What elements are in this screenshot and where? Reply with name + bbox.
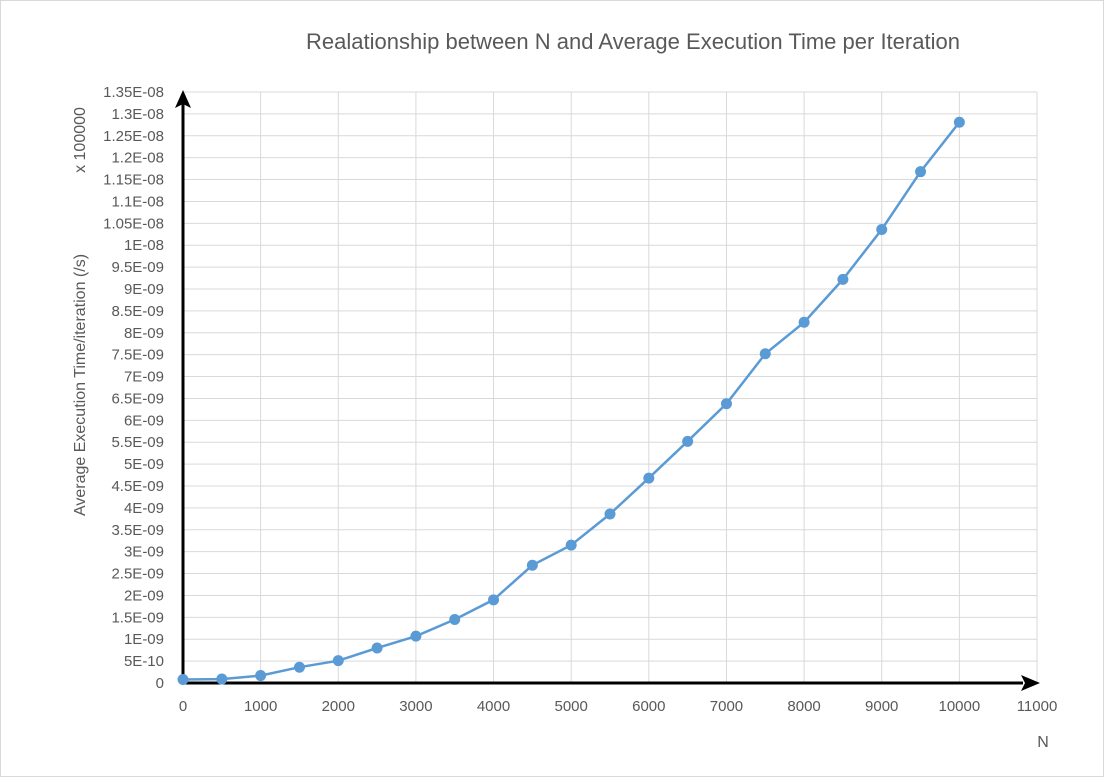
y-tick-label: 3E-09 [124,544,164,561]
data-point [177,673,189,685]
y-axis-label: Average Execution Time/iteration (/s) [72,254,89,516]
x-axis-ticks: 0 1000 2000 3000 4000 5000 6000 7000 8000 9000 100… [179,698,1057,715]
chart-title: Realationship between N and Average Exec… [306,29,960,54]
data-point [293,661,305,673]
x-tick-label: 8000 [787,698,820,715]
y-tick-label: 6E-09 [124,412,164,429]
x-axis-arrow [1021,675,1040,691]
data-point [332,655,344,667]
data-point [798,316,810,328]
data-point [371,642,383,654]
y-tick-label: 9E-09 [124,281,164,298]
x-tick-label: 1000 [244,698,277,715]
data-point [526,559,538,571]
x-tick-label: 4000 [477,698,510,715]
data-point [604,508,616,520]
y-tick-label: 2.5E-09 [111,566,164,583]
y-tick-label: 8.5E-09 [111,303,164,320]
data-point [216,673,228,685]
x-tick-label: 6000 [632,698,665,715]
x-tick-label: 3000 [399,698,432,715]
x-tick-label: 7000 [710,698,743,715]
x-tick-label: 11000 [1017,698,1058,715]
x-tick-label: 10000 [939,698,981,715]
x-axis-label: N [1037,734,1049,751]
data-point [953,116,965,128]
y-tick-label: 5E-10 [124,653,164,670]
data-point [837,273,849,285]
y-axis-multiplier-label: x 100000 [72,107,89,173]
y-tick-label: 1.2E-08 [111,150,164,167]
x-tick-label: 9000 [865,698,898,715]
y-tick-label: 9.5E-09 [111,259,164,276]
data-point [682,435,694,447]
y-tick-label: 7E-09 [124,369,164,386]
data-point [565,539,577,551]
x-tick-label: 0 [179,698,187,715]
y-tick-label: 3.5E-09 [111,522,164,539]
y-tick-label: 5.5E-09 [111,434,164,451]
y-tick-label: 1.35E-08 [103,84,164,101]
x-tick-label: 2000 [322,698,355,715]
data-point [410,630,422,642]
y-axis-ticks: 0 5E-10 1E-09 1.5E-09 2E-09 2.5E-09 3E-09 3.5E-… [103,84,164,692]
data-point [720,398,732,410]
y-tick-label: 1.5E-09 [111,609,164,626]
y-tick-label: 1E-09 [124,631,164,648]
data-point [915,166,927,178]
y-tick-label: 6.5E-09 [111,390,164,407]
data-point [876,223,888,235]
y-tick-label: 2E-09 [124,587,164,604]
y-tick-label: 1.25E-08 [103,128,164,145]
y-tick-label: 1.1E-08 [111,193,164,210]
data-point [759,348,771,360]
data-point [255,670,267,682]
y-tick-label: 4.5E-09 [111,478,164,495]
y-tick-label: 8E-09 [124,325,164,342]
data-point [643,472,655,484]
axes [175,90,1040,691]
y-tick-label: 5E-09 [124,456,164,473]
data-point [449,614,461,626]
gridlines [183,91,1038,683]
y-tick-label: 4E-09 [124,500,164,517]
y-tick-label: 1E-08 [124,237,164,254]
y-tick-label: 1.3E-08 [111,106,164,123]
y-tick-label: 1.05E-08 [103,215,164,232]
y-tick-label: 7.5E-09 [111,347,164,364]
data-point [488,594,500,606]
y-tick-label: 0 [156,675,164,692]
y-axis-arrow [175,90,191,108]
x-tick-label: 5000 [554,698,587,715]
y-tick-label: 1.15E-08 [103,172,164,189]
series-group [177,116,965,685]
